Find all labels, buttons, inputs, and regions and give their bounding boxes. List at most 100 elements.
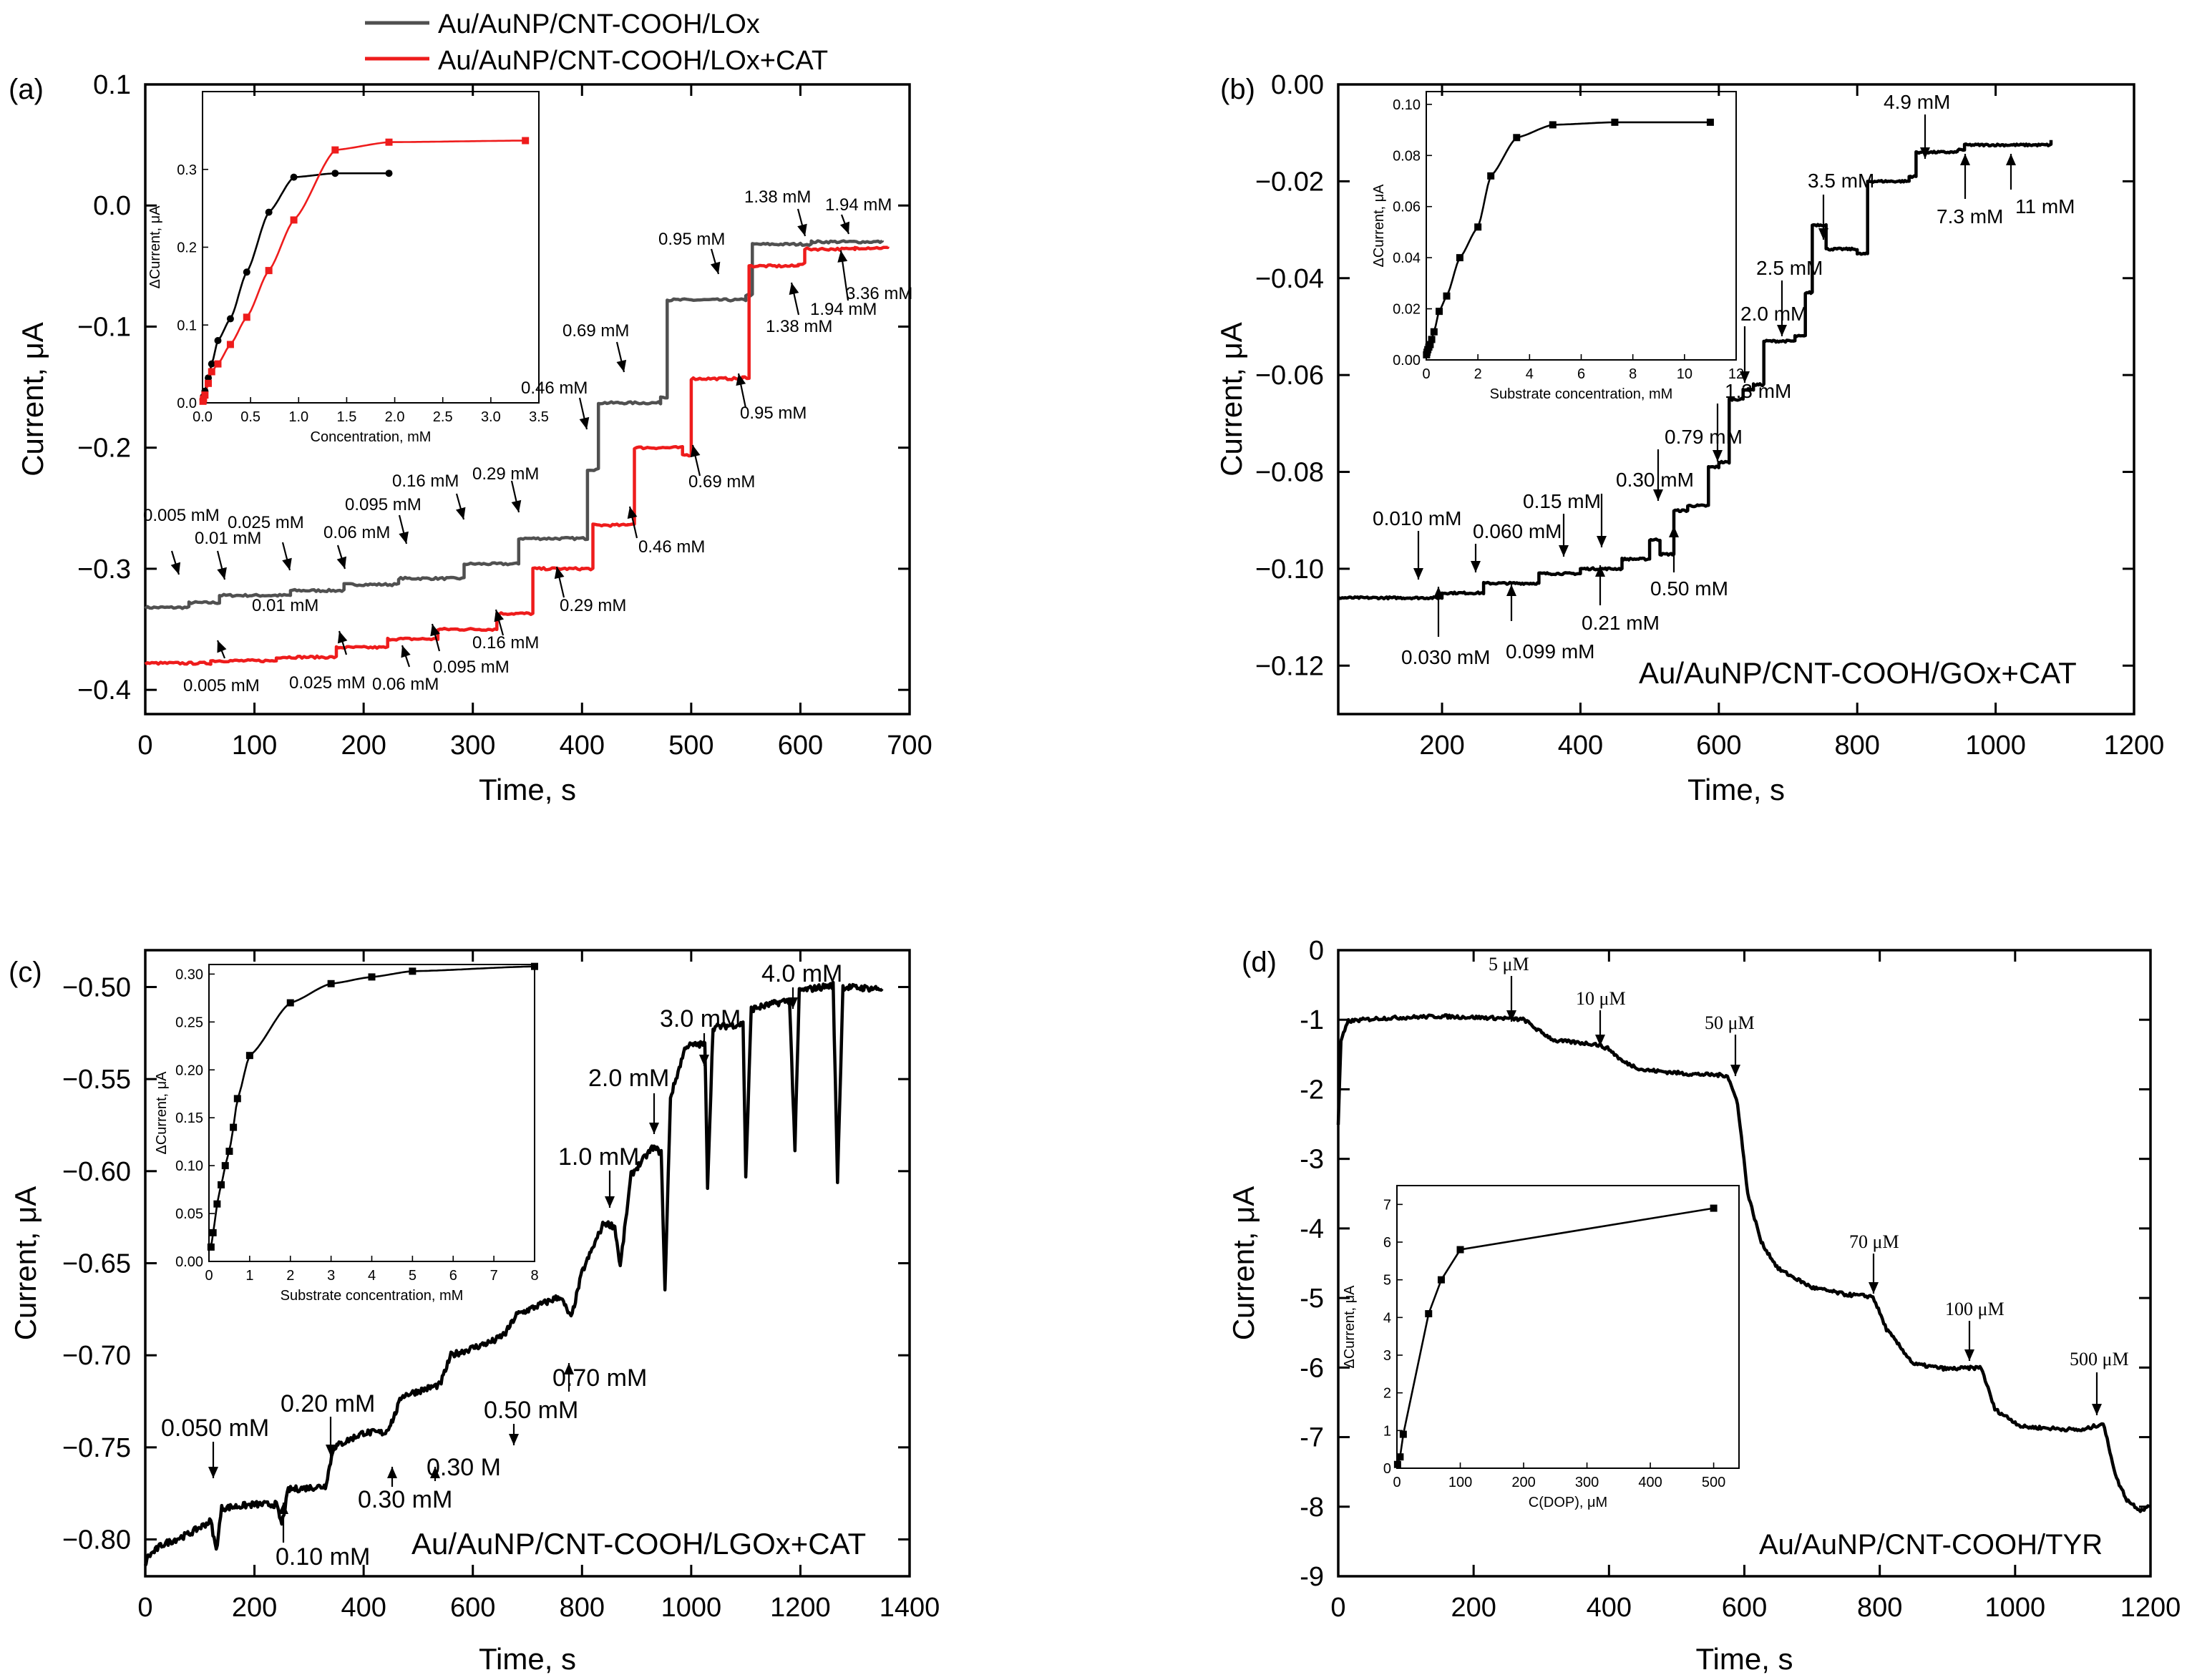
- annot-b-0.030: 0.030 mM: [1401, 646, 1491, 668]
- inset-point: [207, 1243, 215, 1251]
- arrow-head: [1433, 587, 1443, 598]
- inset-d-curve: [1396, 1207, 1714, 1465]
- x-tick-label: 600: [450, 1593, 495, 1623]
- inset-x-tick-label: 8: [1629, 366, 1637, 382]
- inset-x-tick-label: 6: [449, 1268, 457, 1284]
- panel-d-trace: [1336, 1013, 2150, 1513]
- panel-c-axes: 0 200 400 600 800 1000 1200 1400 −0.50 −0.55 −0.60…: [9, 949, 940, 1676]
- y-tick-label: −0.80: [62, 1525, 131, 1556]
- y-axis-label: Current, μA: [1214, 322, 1248, 477]
- y-tick-label: -2: [1300, 1075, 1324, 1105]
- annot-b-0.060: 0.060 mM: [1473, 520, 1562, 542]
- annot-d-10: 10 μM: [1576, 988, 1626, 1009]
- x-tick-label: 200: [1451, 1593, 1496, 1623]
- arrow-head: [2092, 1404, 2102, 1415]
- arrow-head: [1653, 489, 1663, 501]
- inset-frame: [1426, 91, 1737, 361]
- arrow-head: [1413, 568, 1423, 580]
- inset-y-tick-label: 6: [1383, 1235, 1391, 1251]
- inset-point: [1474, 223, 1482, 231]
- inset-point: [1436, 308, 1443, 316]
- inset-y-tick-label: 0.10: [175, 1158, 203, 1174]
- annot-a-red-1.94: 1.94 mM: [810, 300, 877, 319]
- y-tick-label: −0.60: [62, 1157, 131, 1187]
- inset-point: [243, 268, 250, 276]
- panel-b-inset-axes: 0 2 4 6 8 10 12 0.00 0.02 0.04 0.06 0.08 0.10 Substra…: [1371, 91, 1744, 402]
- inset-y-tick-label: 0.02: [1393, 302, 1421, 318]
- annot-b-11: 11 mM: [2015, 195, 2075, 218]
- inset-point: [265, 267, 273, 275]
- arrow-head: [1595, 565, 1605, 577]
- y-tick-label: -6: [1300, 1353, 1324, 1383]
- x-tick-label: 0: [137, 1593, 152, 1623]
- panel-c: (c) 0 200 400 600 800 1000 1200 1400 −0.50 −0.55 −…: [9, 949, 940, 1676]
- inset-y-axis-label: ΔCurrent, μA: [1371, 184, 1387, 268]
- inset-point: [1549, 121, 1557, 129]
- inset-x-tick-label: 3.0: [481, 409, 501, 425]
- inset-point: [531, 962, 538, 970]
- x-tick-label: 1400: [880, 1593, 940, 1623]
- annot-b-0.010: 0.010 mM: [1373, 507, 1462, 529]
- annot-b-0.099: 0.099 mM: [1506, 640, 1595, 663]
- panel-d-letter: (d): [1242, 947, 1277, 978]
- arrow-head: [788, 997, 798, 1009]
- arrow-head: [789, 283, 799, 296]
- arrow-head: [399, 531, 409, 544]
- inset-frame: [1396, 1185, 1740, 1469]
- inset-point: [225, 1148, 233, 1156]
- x-tick-label: 200: [1419, 731, 1464, 761]
- annot-a-red-0.06: 0.06 mM: [372, 675, 439, 694]
- panel-d-device-label: Au/AuNP/CNT-COOH/TYR: [1759, 1529, 2103, 1561]
- annot-c-0.50: 0.50 mM: [484, 1397, 578, 1424]
- annot-b-0.21: 0.21 mM: [1582, 612, 1660, 634]
- inset-x-tick-label: 6: [1577, 366, 1585, 382]
- annot-c-4.0: 4.0 mM: [761, 960, 842, 987]
- inset-point: [1706, 118, 1714, 126]
- inset-y-tick-label: 0.30: [175, 967, 203, 982]
- inset-x-tick-label: 12: [1728, 366, 1744, 382]
- arrow-head: [208, 1467, 218, 1478]
- inset-point: [385, 138, 393, 146]
- y-tick-label: −0.4: [77, 675, 131, 705]
- annot-d-100: 100 μM: [1945, 1299, 2005, 1319]
- arrow-head: [690, 445, 701, 458]
- inset-point: [522, 137, 530, 145]
- inset-point: [201, 391, 209, 399]
- annot-a-black-0.095: 0.095 mM: [345, 495, 422, 514]
- y-axis-label: Current, μA: [16, 322, 49, 477]
- arrow-head: [1730, 1065, 1740, 1076]
- panel-a-letter: (a): [9, 74, 44, 105]
- x-tick-label: 1200: [2120, 1593, 2181, 1623]
- panel-d-inset: 0 100 200 300 400 500 0 1 2 3 4 5 6 7 C(DOP), μM ΔCurre…: [1342, 1185, 1740, 1510]
- arrow-head: [217, 567, 227, 580]
- panel-c-inset-axes: 0 1 2 3 4 5 6 7 8 0.00 0.05 0.10 0.15 0.20 0.25 0.30 Sub…: [154, 964, 539, 1304]
- inset-point: [1443, 292, 1451, 300]
- inset-point: [290, 173, 298, 181]
- x-tick-label: 600: [1696, 731, 1741, 761]
- annot-c-2.0: 2.0 mM: [588, 1065, 669, 1092]
- annot-b-3.5: 3.5 mM: [1808, 170, 1874, 192]
- y-tick-label: −0.50: [62, 972, 131, 1002]
- x-tick-label: 800: [560, 1593, 605, 1623]
- arrow-head: [1506, 585, 1516, 596]
- inset-y-tick-label: 0.05: [175, 1206, 203, 1222]
- inset-x-axis-label: Substrate concentration, mM: [281, 1288, 464, 1304]
- x-tick-label: 1000: [1965, 731, 2026, 761]
- arrow-head: [337, 631, 348, 644]
- x-tick-label: 600: [1722, 1593, 1767, 1623]
- annot-a-black-0.29: 0.29 mM: [472, 464, 539, 484]
- inset-x-tick-label: 100: [1448, 1475, 1472, 1490]
- inset-x-tick-label: 1.0: [288, 409, 308, 425]
- inset-point: [221, 1162, 229, 1170]
- x-tick-label: 1000: [1985, 1593, 2046, 1623]
- panel-b-device-label: Au/AuNP/CNT-COOH/GOx+CAT: [1639, 656, 2077, 690]
- x-tick-label: 400: [341, 1593, 386, 1623]
- x-axis-label: Time, s: [1687, 773, 1785, 806]
- arrow-head: [387, 1467, 397, 1478]
- legend: Au/AuNP/CNT-COOH/LOx Au/AuNP/CNT-COOH/LO…: [365, 9, 828, 76]
- annot-d-500: 500 μM: [2070, 1349, 2129, 1369]
- panel-c-arrows: [208, 987, 798, 1543]
- inset-y-tick-label: 0.1: [177, 318, 197, 333]
- arrow-head: [430, 624, 440, 637]
- arrow-head: [1777, 325, 1787, 336]
